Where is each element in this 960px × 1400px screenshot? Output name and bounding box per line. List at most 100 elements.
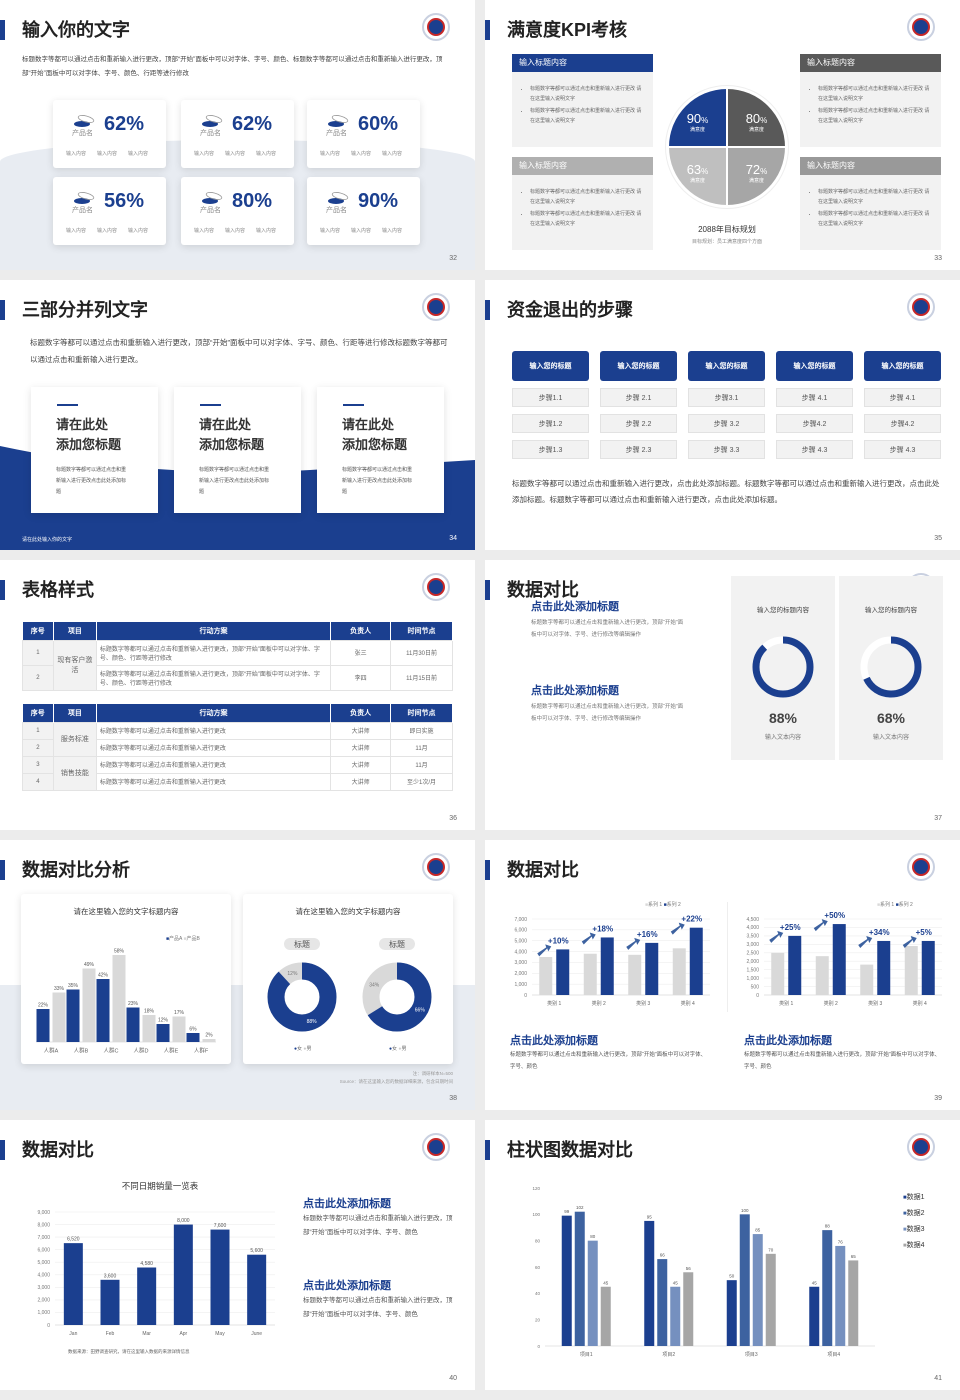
intro-paragraph: 标题数字等都可以通过点击和重新输入进行更改，顶部“开始”面板中可以对字体、字号、… <box>22 56 443 77</box>
table-header-row: 序号 项目 行动方案 负责人 时间节点 <box>22 622 453 640</box>
bar <box>726 1280 737 1346</box>
page-title: 表格样式 <box>22 580 94 600</box>
x-tick-label: 项目4 <box>827 1352 840 1358</box>
step-item: 步骤1.1 <box>512 388 589 407</box>
action-plan-table-2: 序号 项目 行动方案 负责人 时间节点 1 服务标准 标题数字等都可以通过点击和重新输入进行更… <box>22 704 453 791</box>
value-unit: % <box>701 115 709 125</box>
growth-arrow-icon <box>769 930 784 943</box>
logo-emblem-icon <box>422 293 450 321</box>
gauge-title: 输入您的标题内容 <box>757 607 809 614</box>
title-pill <box>284 938 320 950</box>
sub-label: 输入内容 <box>128 228 149 234</box>
y-tick-label: 40 <box>535 1291 541 1296</box>
column-header: 行动方案 <box>96 622 332 640</box>
block-text: 标题数字等都可以通过点击和重新输入进行更改，顶部“开始”面板中可以对字体、字号、… <box>531 620 684 638</box>
data-label: 8,000 <box>177 1218 190 1224</box>
data-label: 45 <box>673 1280 679 1285</box>
percent-value: 60% <box>358 113 399 135</box>
bar <box>36 1009 50 1042</box>
sub-label: 输入内容 <box>351 151 372 157</box>
block-text: 标题数字等都可以通过点击和重新输入进行更改，顶部“开始”面板中可以对字体、字号、… <box>303 1297 453 1318</box>
row-number: 3 <box>22 755 54 774</box>
y-tick-label: 5,000 <box>37 1260 50 1266</box>
kpi-box-header: 输入标题内容 <box>800 157 941 175</box>
bar <box>210 1229 230 1325</box>
donut-label: 88% <box>307 1019 318 1025</box>
legend-label: 数据1 <box>906 1194 925 1201</box>
column-header: 项目 <box>53 704 97 722</box>
percent-value: 62% <box>232 113 273 135</box>
kpi-box-header: 输入标题内容 <box>800 54 941 72</box>
legend-label: 产品A <box>169 936 183 942</box>
y-tick-label: 0 <box>47 1323 50 1329</box>
logo-emblem-icon <box>422 573 450 601</box>
bar <box>52 992 66 1042</box>
sub-label: 输入内容 <box>194 228 215 234</box>
gauge-value: 68% <box>876 710 906 726</box>
y-tick-label: 0 <box>524 993 527 999</box>
sub-label: 输入内容 <box>382 228 403 234</box>
logo-emblem-icon <box>422 1133 450 1161</box>
quadrant-label: 满意度 <box>689 177 705 184</box>
owner: 大讲师 <box>330 738 392 757</box>
bar <box>112 955 126 1042</box>
data-label: 95 <box>647 1214 653 1219</box>
y-tick-label: 8,000 <box>37 1222 50 1228</box>
bar <box>583 953 597 995</box>
data-label: 12% <box>158 1018 169 1024</box>
legend-label: 女 <box>392 1045 397 1052</box>
coin-stack-icon <box>327 191 349 204</box>
growth-annotation: +34% <box>869 928 890 937</box>
deadline: 11月30日前 <box>390 639 453 666</box>
y-tick-label: 4,000 <box>514 949 527 955</box>
x-tick-label: Mar <box>142 1331 151 1337</box>
pie-subcaption: 目标规划：员工满意度四个方面 <box>691 239 762 245</box>
growth-arrow-icon <box>626 937 641 950</box>
table-row: 3 销售技能 标题数字等都可以通过点击和重新输入进行更改 大讲师 11月 <box>22 755 453 791</box>
y-tick-label: 2,000 <box>514 971 527 977</box>
step-item: 步骤 3.3 <box>688 440 765 459</box>
data-label: 6,520 <box>67 1237 80 1243</box>
data-label: 7,600 <box>214 1223 227 1229</box>
data-label: 45 <box>603 1280 609 1285</box>
data-label: 85 <box>755 1228 761 1233</box>
x-tick-label: 人群F <box>194 1047 209 1055</box>
bar <box>96 979 110 1042</box>
bar <box>815 956 829 995</box>
x-tick-label: 类别 2 <box>592 1000 606 1007</box>
bullet-list: 标题数字等都可以通过点击和重新输入进行更改 请在这里输入说明文字标题数字等都可以… <box>800 72 941 126</box>
data-label: 58% <box>114 949 125 955</box>
owner: 大讲师 <box>330 721 392 740</box>
block-text: 标题数字等都可以通过点击和重新输入进行更改，顶部“开始”面板中可以对字体、字号、… <box>744 1052 941 1070</box>
data-label: 17% <box>174 1010 185 1016</box>
sub-label: 输入内容 <box>66 228 87 234</box>
data-label: 3,600 <box>104 1273 117 1279</box>
card-body: 标题数字等都可以通过点击和重新输入进行更改点击此处添加标题 <box>56 467 127 495</box>
y-tick-label: 2,000 <box>746 959 759 965</box>
x-tick-label: 类别 4 <box>681 1000 695 1007</box>
sub-label: 输入内容 <box>382 151 403 157</box>
owner: 张三 <box>330 639 392 666</box>
sample-note: 注：调研样本N=500 <box>412 1071 453 1076</box>
column-header: 序号 <box>22 704 54 722</box>
logo-emblem-icon <box>907 853 935 881</box>
bar <box>788 935 802 995</box>
bar-chart-left: 0 1,000 2,000 3,000 4,000 5,000 6,000 7,000 类别 1… <box>514 915 710 1007</box>
y-tick-label: 3,000 <box>37 1285 50 1291</box>
kpi-box: 输入标题内容标题数字等都可以通过点击和重新输入进行更改 请在这里输入说明文字标题… <box>800 157 941 250</box>
page-number: 33 <box>934 255 942 262</box>
logo-emblem-icon <box>907 13 935 41</box>
legend-swatch: ■ <box>903 1211 907 1217</box>
slide-37: 数据对比 点击此处添加标题 标题数字等都可以通过点击和重新输入进行更改，顶部“开始… <box>485 560 960 830</box>
column-header: 时间节点 <box>390 622 453 640</box>
value-unit: % <box>760 166 768 176</box>
bar <box>587 1240 598 1346</box>
y-tick-label: 500 <box>751 984 760 990</box>
legend-label: 男 <box>401 1046 406 1052</box>
footer-text: 请在此处输入你的文字 <box>22 537 73 543</box>
title-accent <box>0 860 5 880</box>
bar <box>600 1286 611 1346</box>
y-tick-label: 3,000 <box>514 960 527 966</box>
source-note: 数据来源：田野调查研究，请在这里输入数据的来源详情信息 <box>68 1349 190 1354</box>
table-row: 2 标题数字等都可以通过点击和重新输入进行更改 大讲师 11月 <box>22 738 453 757</box>
